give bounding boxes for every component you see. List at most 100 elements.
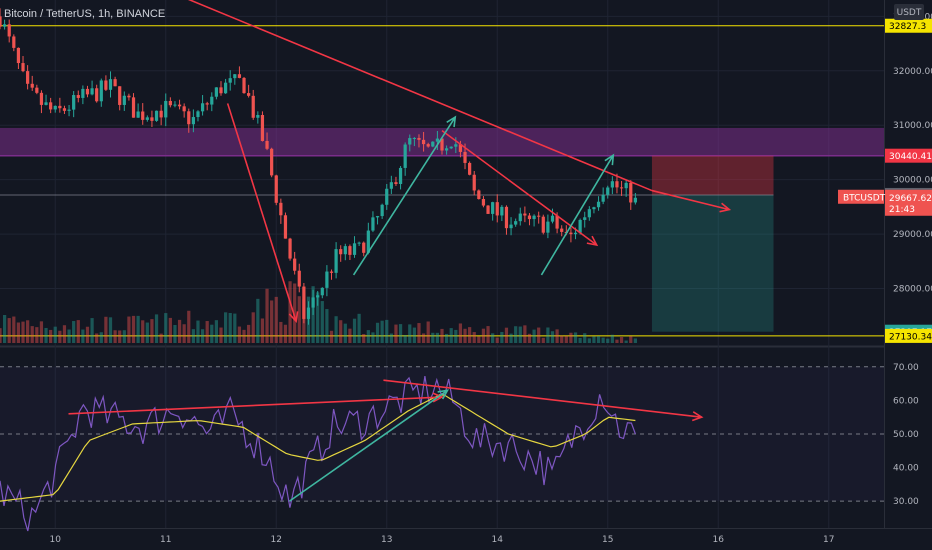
candle-body (316, 295, 320, 298)
volume-bar (421, 333, 426, 343)
volume-bar (320, 301, 324, 343)
trendline[interactable] (226, 103, 297, 322)
volume-bar (104, 316, 108, 343)
volume-bar (357, 313, 361, 343)
candle-body (555, 215, 559, 229)
volume-bar (7, 318, 11, 343)
volume-bar (477, 336, 481, 343)
volume-bar (380, 320, 384, 343)
volume-bar (316, 292, 320, 343)
candle-body (403, 144, 407, 168)
price-tag-label: 27130.34 (889, 332, 932, 342)
candle-body (131, 97, 136, 118)
rsi-tick-label: 40.00 (893, 464, 919, 474)
rsi-tick-label: 60.00 (893, 396, 919, 406)
candle-body (615, 181, 619, 188)
volume-bar (35, 327, 39, 343)
volume-bar (329, 330, 334, 343)
horizontal-lines (0, 25, 884, 337)
volume-bar (619, 337, 624, 343)
volume-bar (546, 327, 550, 343)
candle-body (421, 139, 426, 145)
volume-bar (187, 310, 191, 343)
volume-bar (458, 323, 463, 343)
volume-bar (615, 339, 619, 343)
candle-body (500, 206, 504, 216)
volume-bar (532, 329, 536, 343)
volume-bar (560, 335, 564, 343)
candle-body (514, 221, 518, 225)
rsi-tick-label: 50.00 (893, 430, 919, 440)
volume-bar (375, 322, 380, 343)
candle-body (426, 144, 430, 147)
trendline[interactable] (651, 189, 730, 211)
volume-bar (495, 337, 499, 343)
candle-body (527, 215, 532, 220)
candle-body (279, 202, 283, 216)
arrowhead (288, 311, 299, 323)
volume-bar (0, 328, 2, 343)
time-tick-label: 17 (823, 535, 834, 545)
candle-body (223, 82, 228, 94)
volume-bar (118, 330, 122, 343)
time-tick-label: 11 (160, 535, 171, 545)
time-tick-label: 10 (50, 535, 62, 545)
candle-body (72, 95, 76, 110)
ticker-label: BTCUSDT (843, 193, 886, 203)
candle-body (601, 194, 605, 202)
volume-bar (334, 316, 338, 343)
time-axis[interactable]: 10 11 12 13 14 15 16 17 (50, 535, 835, 545)
rsi-trendline[interactable] (383, 379, 702, 418)
candle-body (454, 144, 458, 147)
volume-bar (297, 296, 301, 343)
candle-body (35, 87, 39, 93)
rsi-trendlines[interactable] (68, 379, 704, 502)
candle-body (219, 87, 223, 94)
candle-body (412, 137, 416, 139)
arrowhead (586, 235, 599, 247)
rsi-trendline[interactable] (68, 396, 443, 415)
candle-body (610, 181, 614, 188)
volume-bar (523, 325, 527, 343)
short-position[interactable] (0, 155, 774, 332)
volume-bar (412, 327, 416, 343)
volume-bar (293, 283, 297, 343)
currency-badge[interactable] (894, 4, 924, 20)
rsi-trendline[interactable] (289, 389, 448, 502)
candle-body (196, 111, 200, 118)
volume-bar (223, 312, 228, 343)
candle-body (394, 182, 398, 184)
position-stop-area[interactable] (651, 155, 774, 195)
price-trendlines[interactable] (177, 0, 732, 323)
candle-body (7, 24, 11, 37)
candle-body (53, 105, 57, 110)
candle-body (491, 202, 495, 214)
price-tick-label: 28000.00 (893, 285, 932, 295)
volume-bar (164, 313, 168, 343)
candle-body (288, 238, 292, 259)
volume-bar (237, 326, 242, 343)
volume-bar (587, 338, 591, 343)
candle-body (560, 228, 564, 232)
volume-bar (371, 332, 375, 343)
candle-body (159, 110, 163, 118)
time-tick-label: 13 (381, 535, 392, 545)
volume-bar (26, 320, 30, 343)
volume-bar (454, 329, 458, 343)
trendline[interactable] (177, 0, 653, 192)
price-tag-label: 32827.3 (889, 22, 926, 32)
volume-bars (0, 281, 637, 343)
trendline[interactable] (352, 116, 456, 276)
position-target-area[interactable] (651, 194, 774, 332)
trendline[interactable] (540, 154, 614, 276)
candle-body (104, 80, 108, 90)
candle-body (440, 138, 444, 151)
volume-bar (108, 317, 113, 343)
candle-body (44, 102, 48, 105)
volume-bar (200, 329, 205, 343)
time-tick-label: 15 (602, 535, 613, 545)
candle-body (247, 93, 251, 96)
candle-body (95, 88, 99, 102)
